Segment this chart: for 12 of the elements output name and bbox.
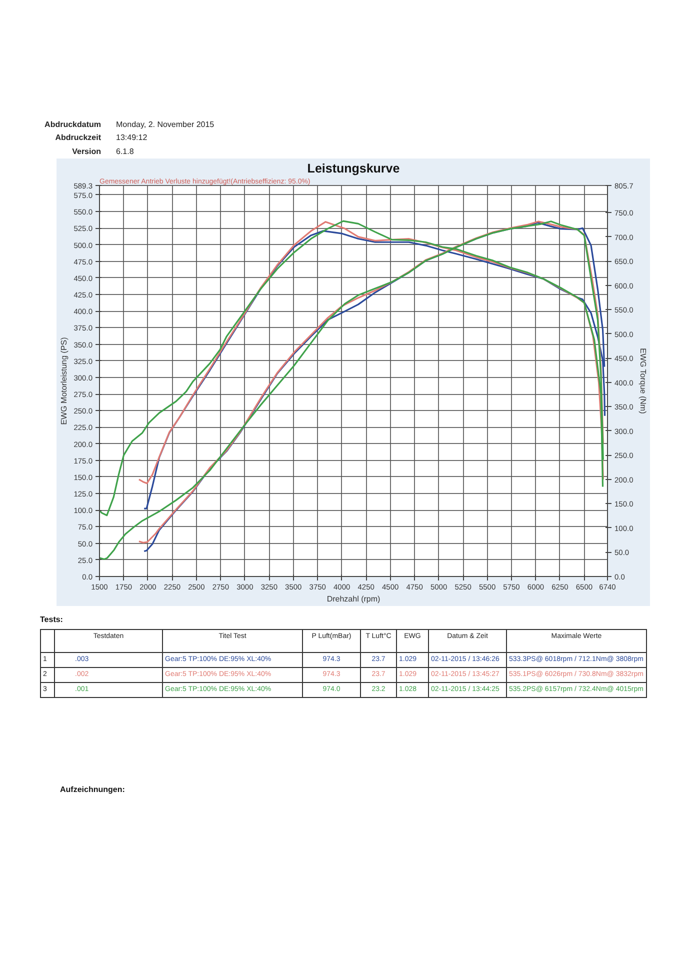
text: Version — [71, 146, 102, 158]
text: Monday, 2. November 2015 — [115, 119, 216, 131]
chart-title: Leistungskurve — [307, 162, 400, 176]
text: Aufzeichnungen: — [60, 784, 125, 796]
text: Tests: — [40, 614, 64, 626]
text: 6.1.8 — [115, 146, 135, 158]
text: Abdruckzeit — [54, 132, 102, 144]
y2-axis-title: EWG Torque (Nm) — [638, 348, 648, 414]
text: Abdruckdatum — [44, 119, 102, 131]
text: 13:49:12 — [115, 132, 148, 144]
x-axis-title: Drehzahl (rpm) — [326, 594, 381, 604]
y-axis-title: EWG Motorleistung (PS) — [60, 336, 69, 425]
